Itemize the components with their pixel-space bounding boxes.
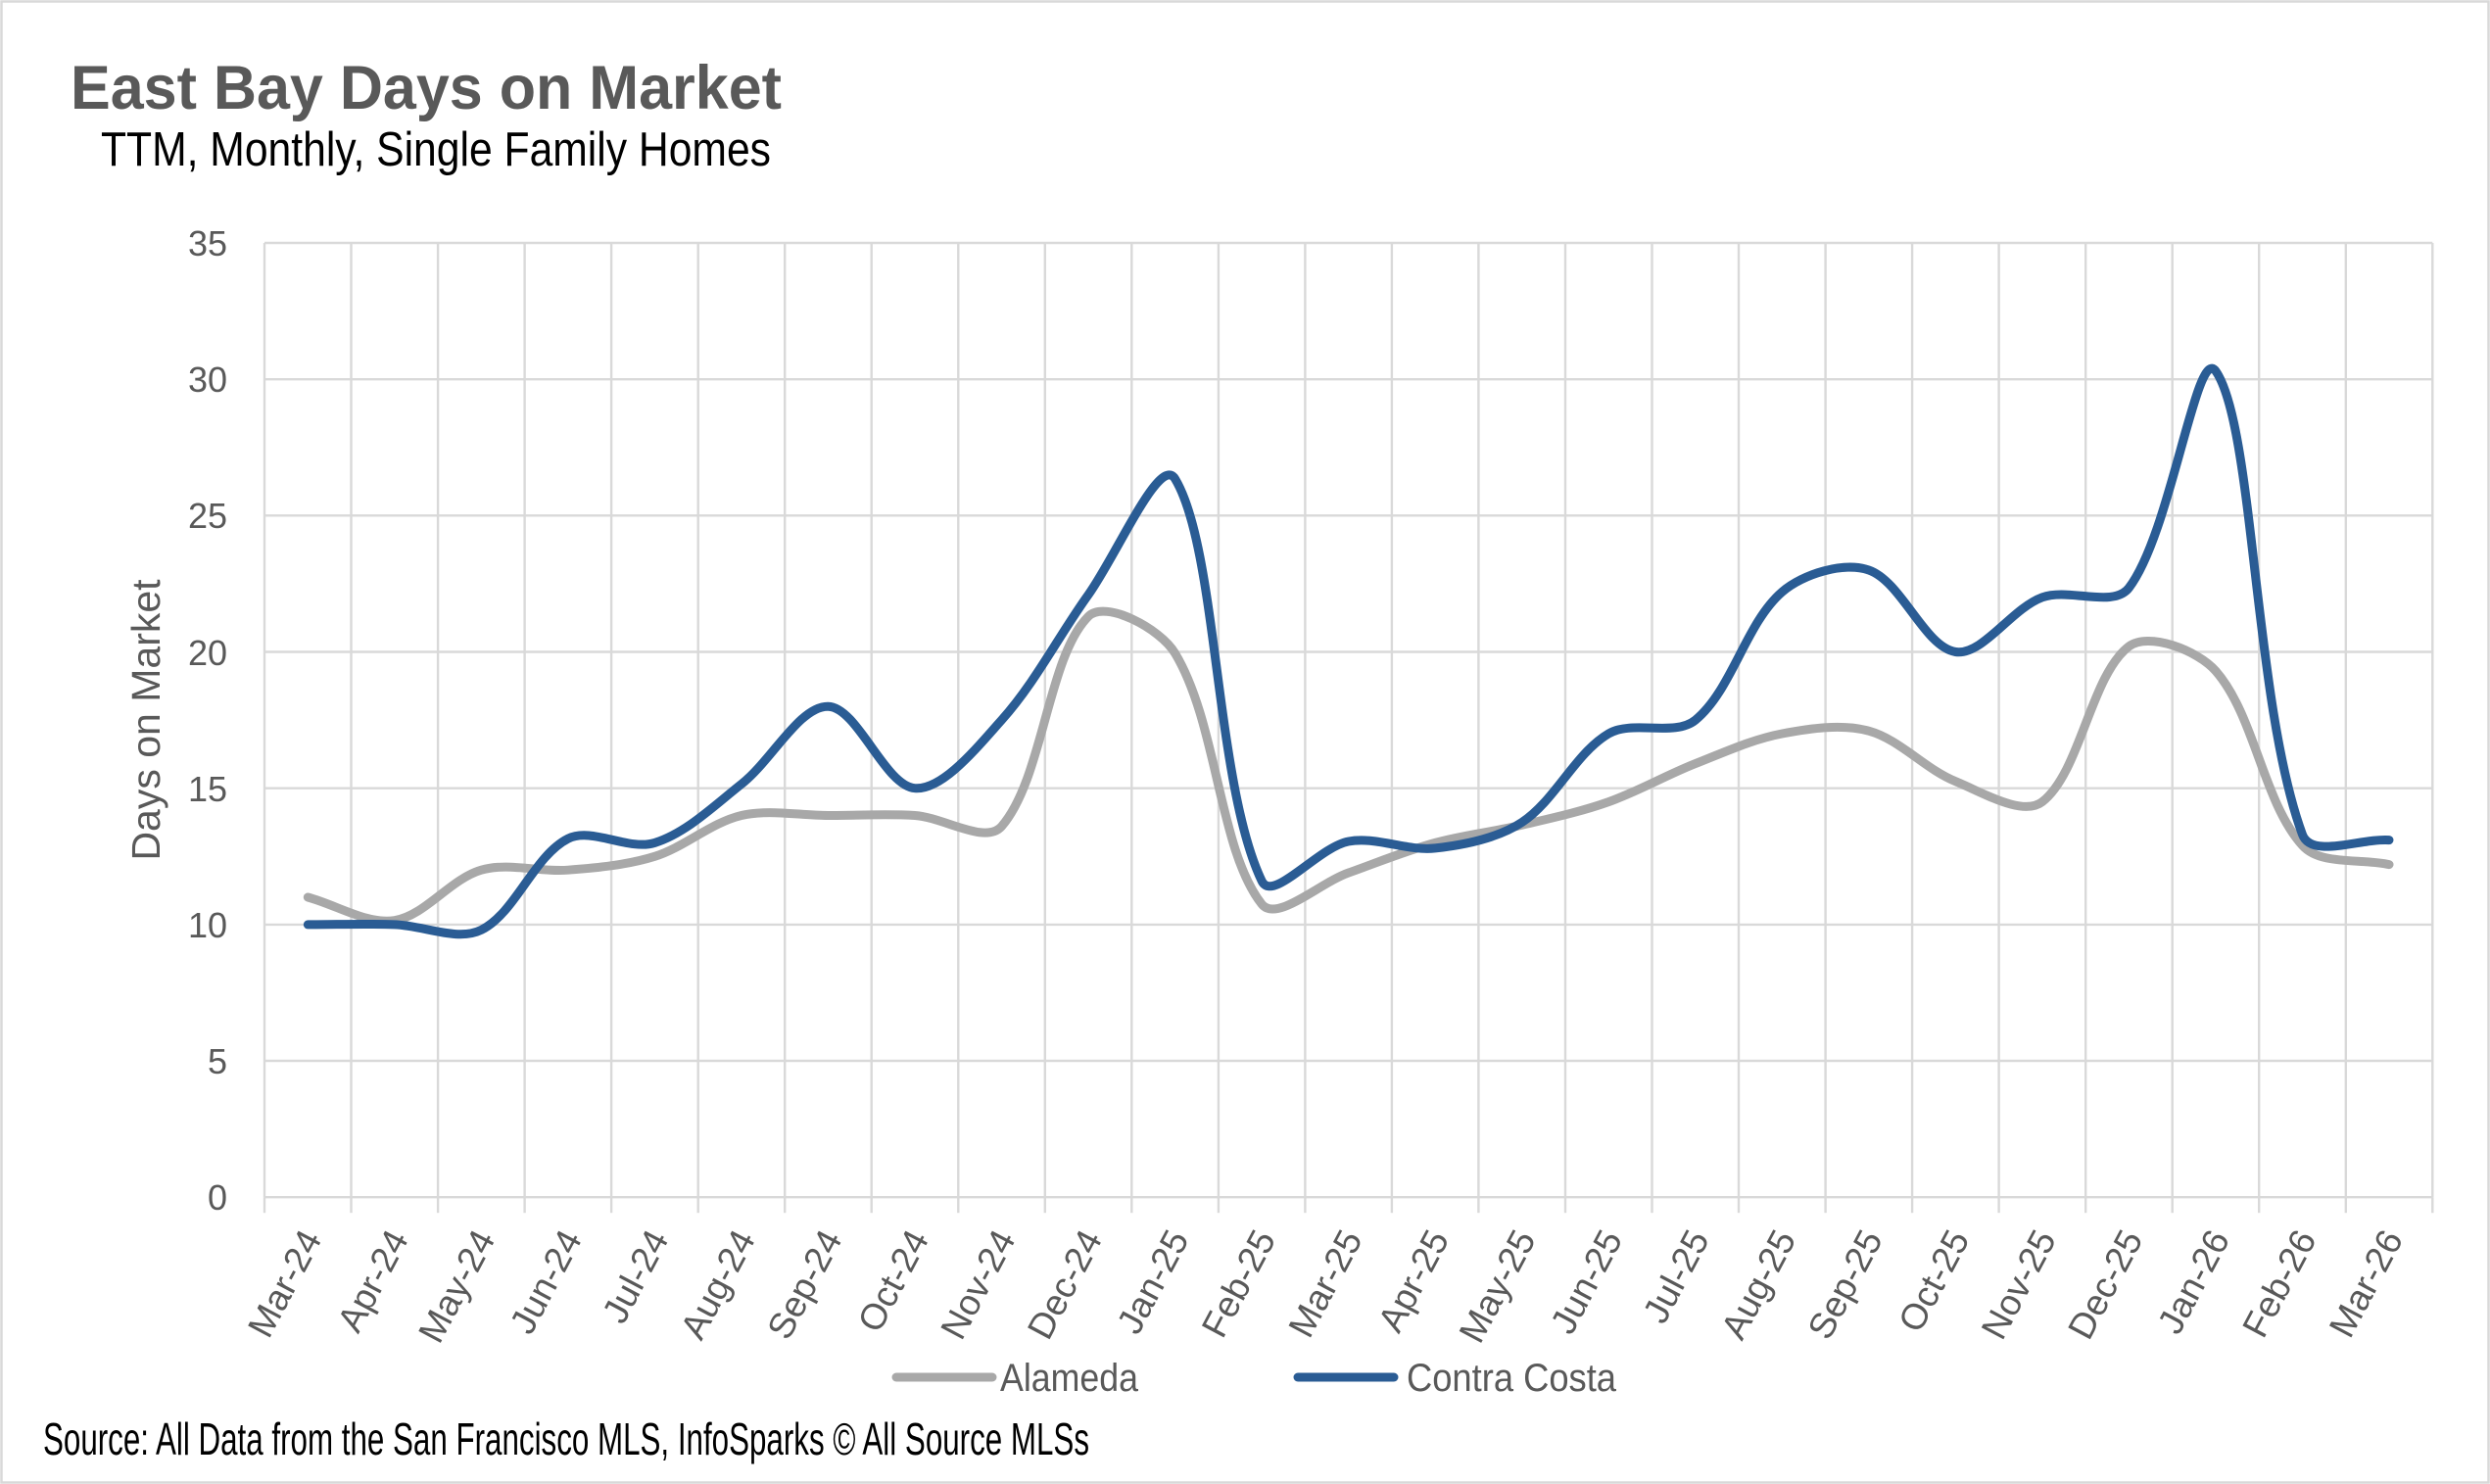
svg-text:East Bay Days on Market: East Bay Days on Market (71, 54, 782, 122)
svg-text:30: 30 (188, 359, 227, 400)
svg-text:Alameda: Alameda (1000, 1357, 1139, 1400)
svg-text:Source: All Data from the San: Source: All Data from the San Francisco … (43, 1413, 1089, 1464)
svg-text:20: 20 (188, 633, 227, 673)
svg-text:10: 10 (188, 905, 227, 945)
svg-text:TTM, Monthly, Single Family Ho: TTM, Monthly, Single Family Homes (101, 123, 771, 176)
svg-text:Contra Costa: Contra Costa (1407, 1357, 1617, 1400)
svg-text:25: 25 (188, 496, 227, 536)
svg-text:5: 5 (208, 1041, 227, 1081)
svg-text:Days on Market: Days on Market (123, 579, 168, 861)
svg-text:15: 15 (188, 769, 227, 809)
svg-text:0: 0 (208, 1177, 227, 1218)
svg-text:35: 35 (188, 223, 227, 263)
